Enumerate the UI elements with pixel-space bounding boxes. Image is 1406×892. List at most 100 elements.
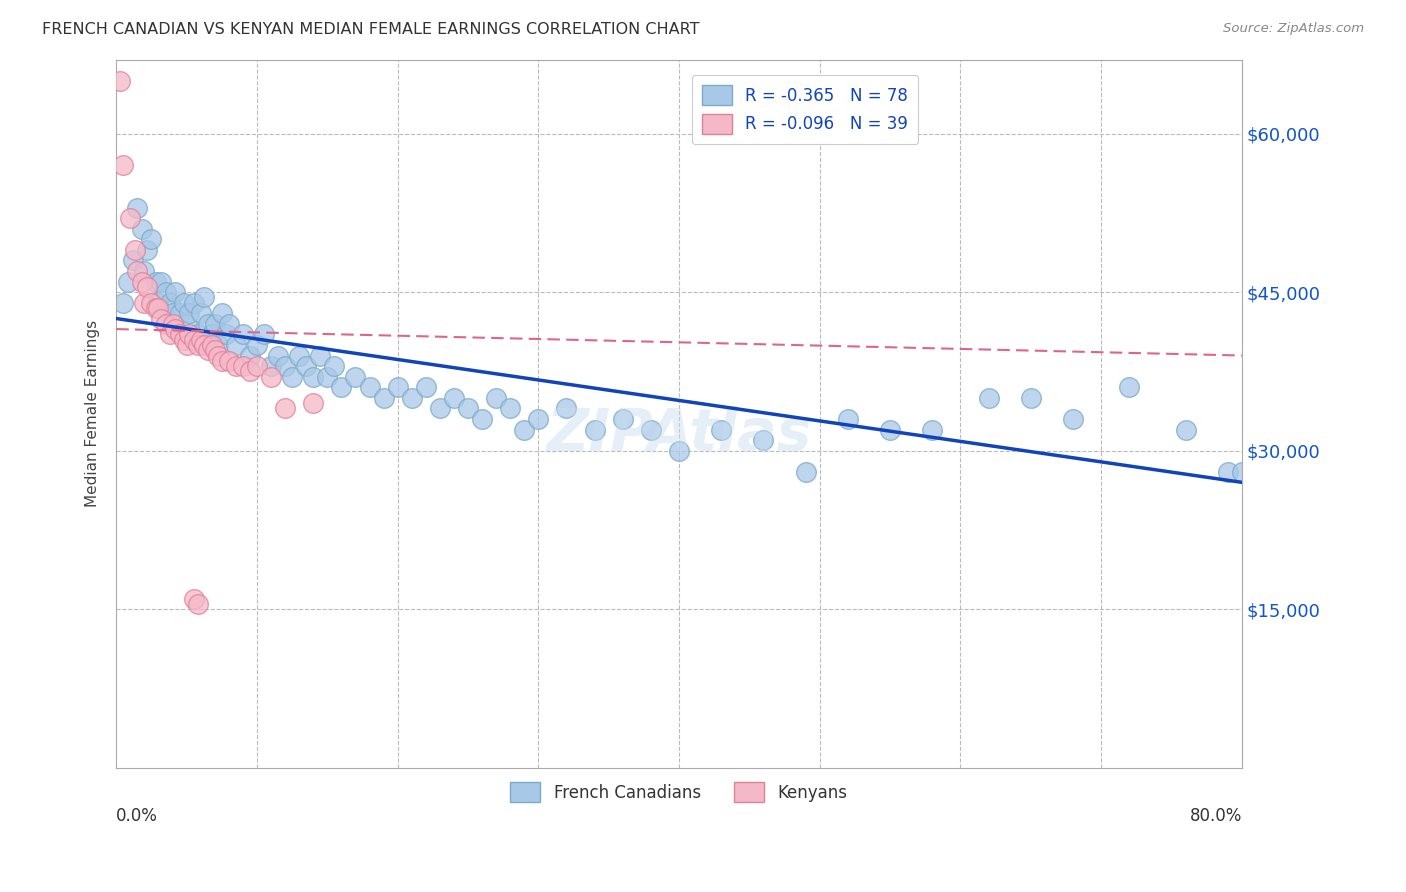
Point [176,338,198,352]
Point [165,285,187,299]
Point [110,74,132,88]
Point [207,338,229,352]
Point [583,423,606,437]
Point [253,327,276,342]
Point [112,158,135,172]
Point [134,264,156,278]
Point [183,591,205,606]
Point [204,343,226,358]
Point [879,423,901,437]
Point [668,443,690,458]
Point [1174,423,1197,437]
Point [401,391,423,405]
Point [117,275,139,289]
Point [215,327,238,342]
Point [373,391,395,405]
Point [429,401,451,416]
Point [527,412,550,426]
Point [150,275,173,289]
Point [359,380,381,394]
Point [155,317,177,331]
Point [183,333,205,347]
Point [201,338,224,352]
Point [124,243,146,257]
Text: 80.0%: 80.0% [1189,806,1241,824]
Point [218,353,240,368]
Point [187,597,209,611]
Point [267,349,290,363]
Point [127,264,149,278]
Point [187,327,209,342]
Point [309,349,332,363]
Point [921,423,943,437]
Point [169,327,191,342]
Point [640,423,662,437]
Point [710,423,733,437]
Point [193,338,215,352]
Point [159,295,181,310]
Point [485,391,508,405]
Point [134,295,156,310]
Point [274,401,297,416]
Point [246,338,269,352]
Point [190,306,212,320]
Point [131,275,153,289]
Point [1062,412,1084,426]
Text: 0.0%: 0.0% [117,806,157,824]
Point [1118,380,1140,394]
Point [176,317,198,331]
Point [794,465,817,479]
Point [179,306,201,320]
Text: ZIPAtlas: ZIPAtlas [547,407,811,464]
Point [387,380,409,394]
Point [274,359,297,373]
Point [127,201,149,215]
Point [131,221,153,235]
Point [145,301,167,315]
Point [183,295,205,310]
Point [239,349,262,363]
Point [204,317,226,331]
Point [211,353,233,368]
Point [148,301,170,315]
Point [232,359,254,373]
Point [197,343,219,358]
Point [165,322,187,336]
Point [295,359,318,373]
Point [218,317,240,331]
Point [513,423,536,437]
Point [141,232,163,246]
Point [122,253,145,268]
Point [288,349,311,363]
Point [120,211,142,226]
Point [211,306,233,320]
Point [752,433,775,447]
Point [190,333,212,347]
Point [415,380,437,394]
Text: Source: ZipAtlas.com: Source: ZipAtlas.com [1223,22,1364,36]
Point [457,401,479,416]
Point [141,295,163,310]
Point [150,311,173,326]
Point [977,391,1000,405]
Point [225,338,247,352]
Point [443,391,465,405]
Point [344,369,367,384]
Point [330,380,353,394]
Point [207,349,229,363]
Point [169,306,191,320]
Point [193,290,215,304]
Point [136,280,159,294]
Point [281,369,304,384]
Point [197,317,219,331]
Point [239,364,262,378]
Point [225,359,247,373]
Text: FRENCH CANADIAN VS KENYAN MEDIAN FEMALE EARNINGS CORRELATION CHART: FRENCH CANADIAN VS KENYAN MEDIAN FEMALE … [42,22,700,37]
Point [316,369,339,384]
Point [155,285,177,299]
Point [302,396,325,410]
Point [499,401,522,416]
Point [112,295,135,310]
Point [1230,465,1253,479]
Point [159,327,181,342]
